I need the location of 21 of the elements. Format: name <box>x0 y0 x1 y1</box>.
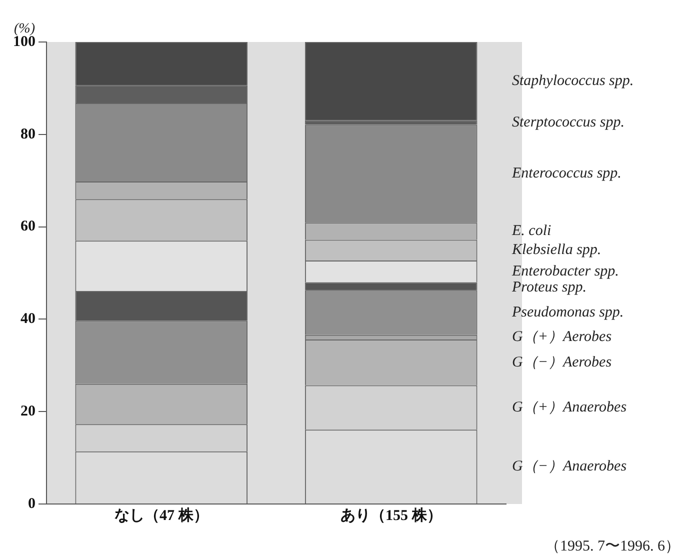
text: Proteus spp. <box>511 279 586 296</box>
y-tick-label: 80 <box>20 126 36 142</box>
y-tick-label: 0 <box>28 496 36 512</box>
text: G（−）Aerobes <box>512 354 612 370</box>
text: G（+）Aerobes <box>512 329 612 346</box>
text: G（−）Anaerobes <box>512 458 627 475</box>
x-tick-label: あり（155 株） <box>340 506 442 524</box>
y-tick-label: 60 <box>20 218 36 235</box>
x-tick-label: なし（47 株） <box>114 506 208 524</box>
text: Klebsiella spp. <box>511 242 602 258</box>
y-tick-label: 40 <box>20 311 36 328</box>
text: Enterobacter spp. <box>511 263 619 280</box>
text: Sterptococcus spp. <box>512 114 624 130</box>
text: （1995. 7〜1996. 6） <box>545 538 680 554</box>
text: G（+）Anaerobes <box>512 399 627 416</box>
text: Staphylococcus spp. <box>512 72 634 89</box>
text: Pseudomonas spp. <box>511 304 624 320</box>
y-tick-label: 20 <box>20 403 36 420</box>
text: E. coli <box>511 223 552 240</box>
y-axis-title: (%) <box>14 22 36 37</box>
text: Enterococcus spp. <box>511 166 622 182</box>
